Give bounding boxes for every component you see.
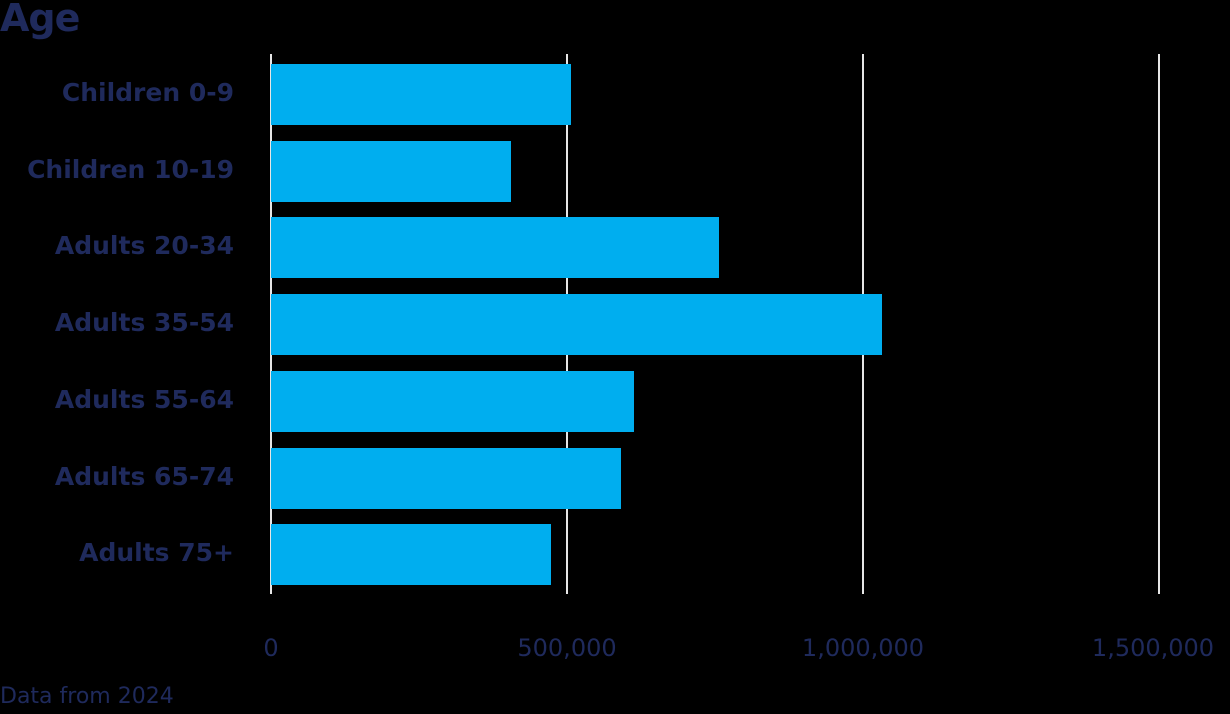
bar[interactable] bbox=[271, 447, 621, 509]
bar[interactable] bbox=[271, 140, 511, 202]
bar[interactable] bbox=[271, 370, 634, 432]
category-label: Adults 65-74 bbox=[54, 461, 234, 491]
bar[interactable] bbox=[271, 217, 720, 279]
category-label: Children 0-9 bbox=[61, 78, 234, 107]
x-tick-label: 1,000,000 bbox=[801, 634, 925, 662]
gridline bbox=[1158, 54, 1160, 594]
x-tick-label: 0 bbox=[263, 634, 279, 662]
bar[interactable] bbox=[271, 524, 552, 586]
chart-title: Age bbox=[0, 0, 80, 40]
plot-area bbox=[270, 54, 1171, 594]
bar[interactable] bbox=[271, 64, 572, 125]
bar[interactable] bbox=[271, 294, 882, 356]
x-tick-label: 1,500,000 bbox=[1091, 634, 1215, 662]
category-label: Adults 55-64 bbox=[54, 384, 234, 414]
x-tick-label: 500,000 bbox=[517, 634, 617, 662]
category-label: Adults 20-34 bbox=[54, 231, 234, 261]
category-label: Adults 35-54 bbox=[54, 308, 234, 338]
category-label: Adults 75+ bbox=[79, 538, 234, 568]
source-note: Data from 2024 bbox=[0, 684, 174, 709]
category-label: Children 10-19 bbox=[27, 154, 234, 184]
